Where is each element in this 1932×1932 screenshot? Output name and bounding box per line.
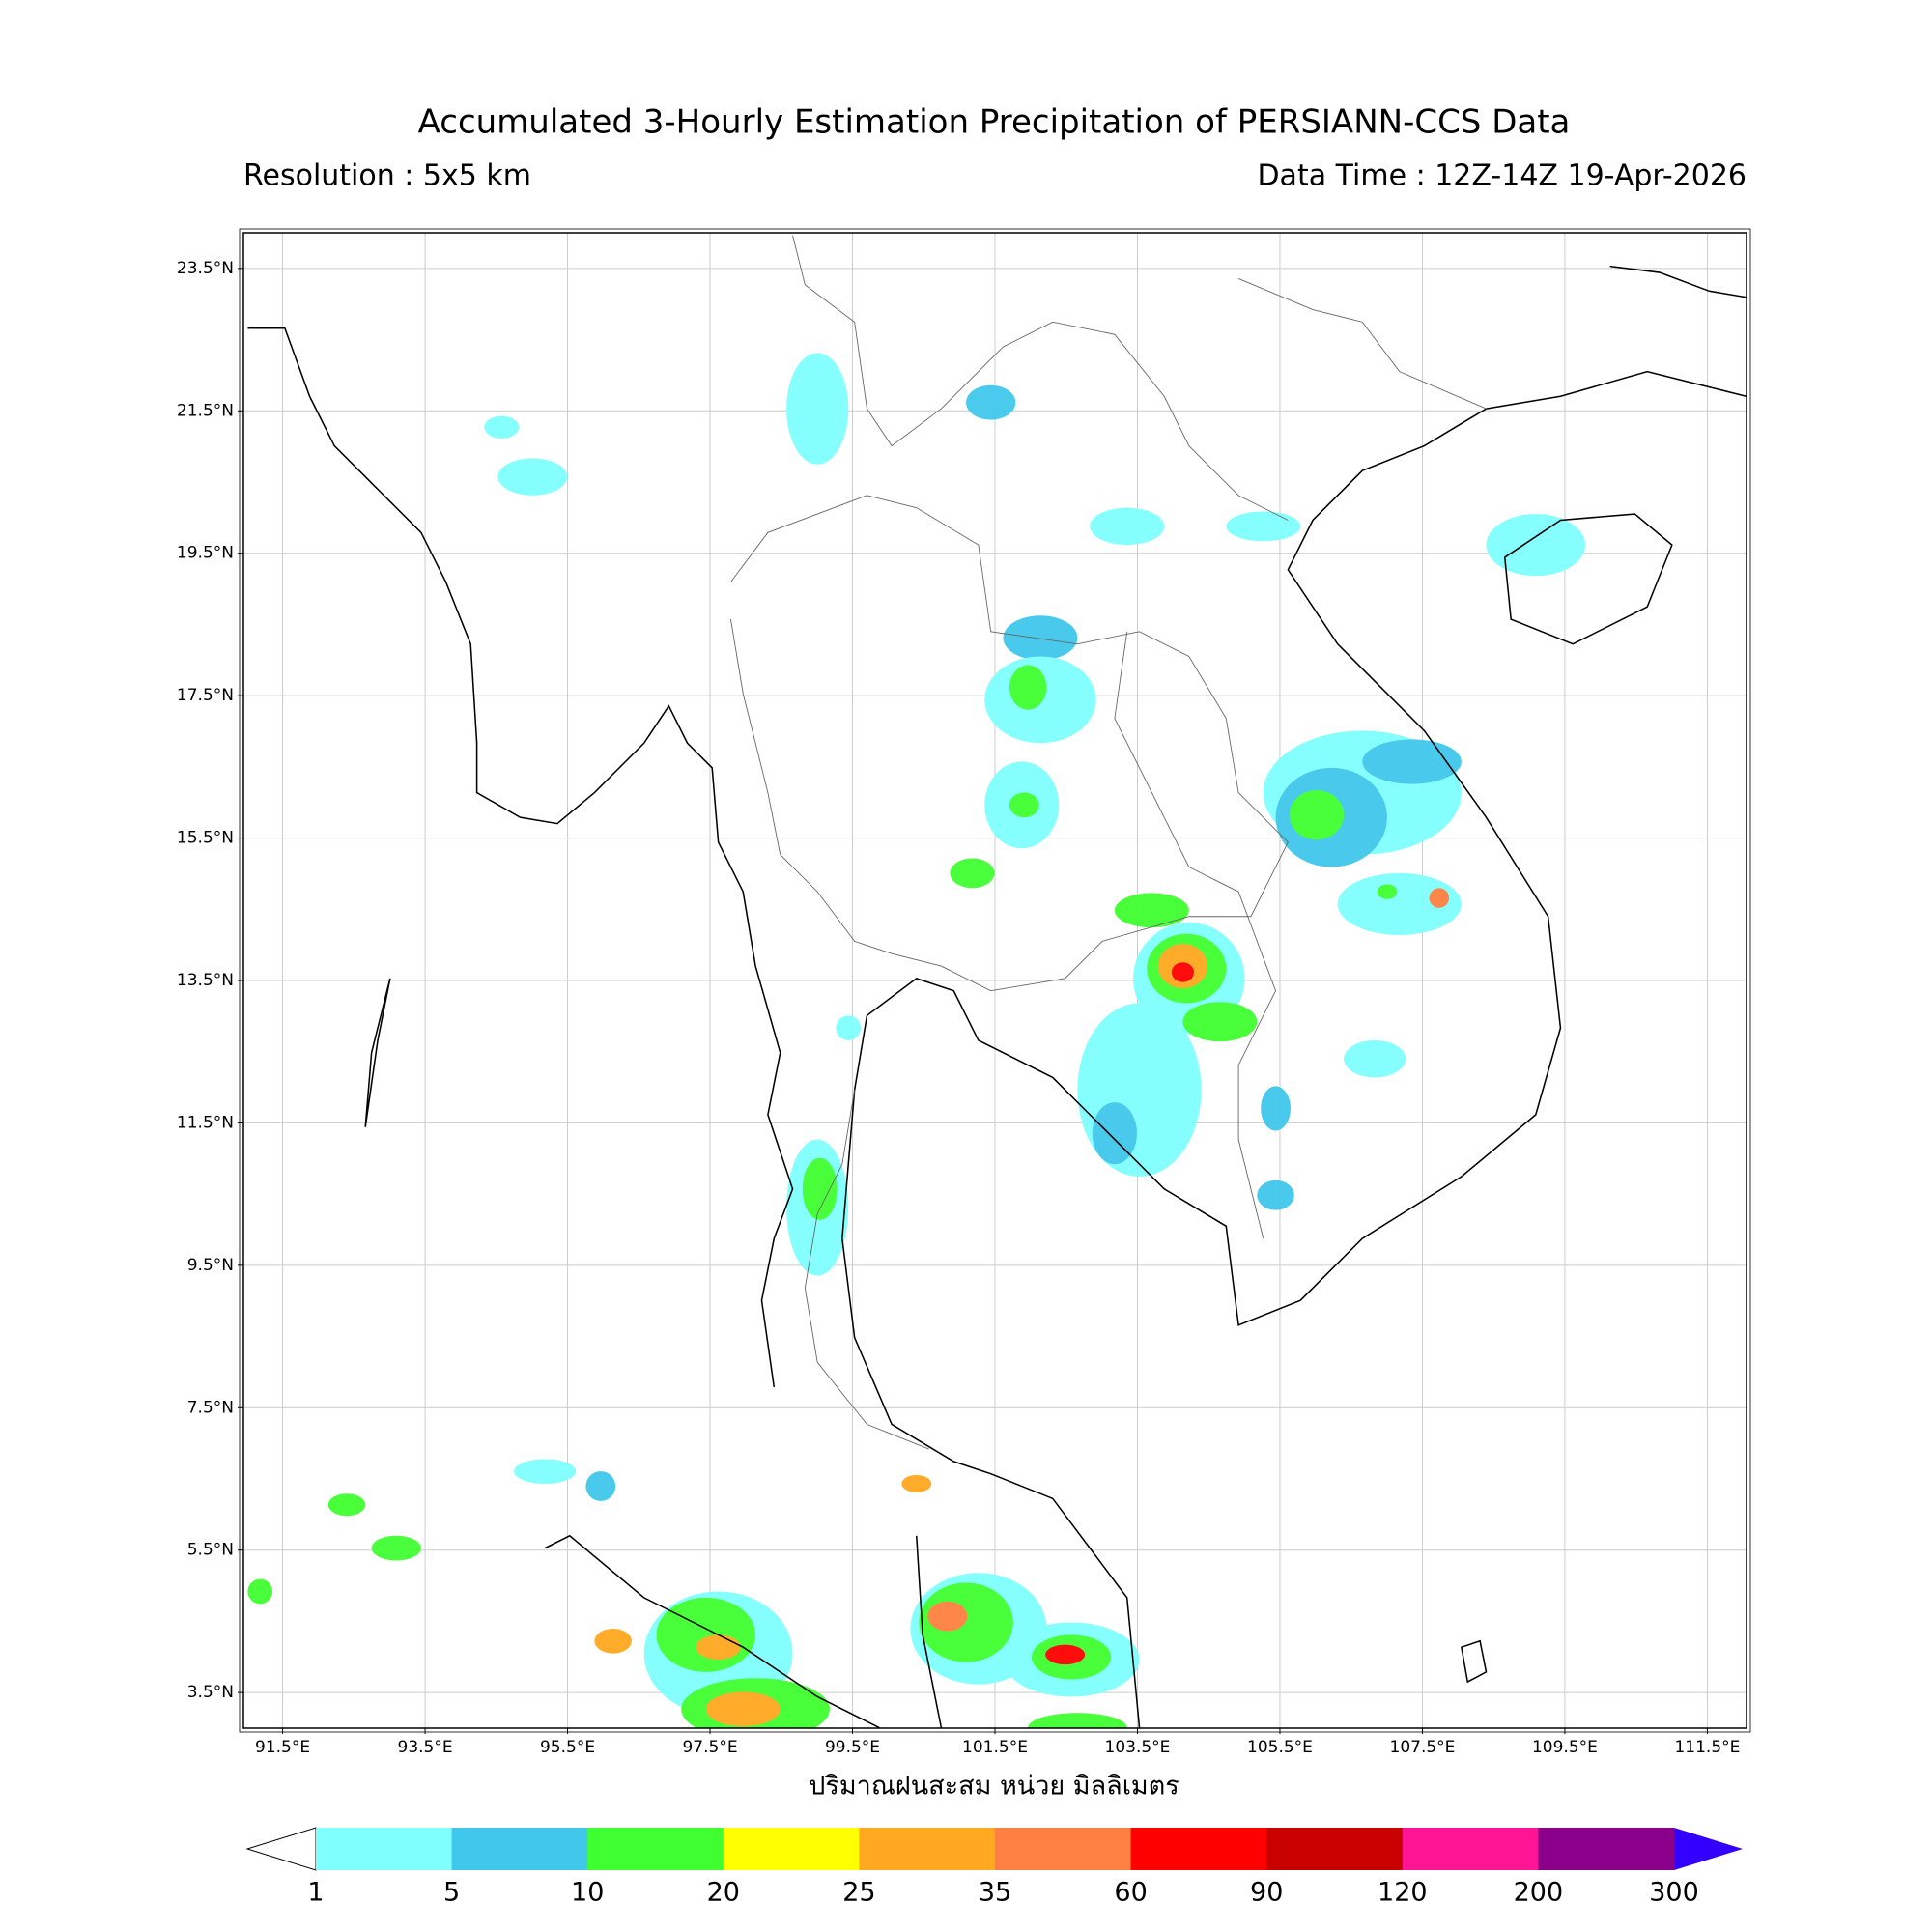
coastline [247, 265, 1747, 1728]
colorbar-tick-label: 20 [707, 1878, 740, 1908]
colorbar-segment [723, 1828, 860, 1870]
map-content [247, 235, 1747, 1728]
rain [247, 353, 1586, 1728]
colorbar: 1 5 10 20 25 35 60 90 120 200 300 [245, 1827, 1743, 1908]
map-layer [247, 235, 1747, 1728]
x-tick-label: 109.5°E [1532, 1738, 1598, 1757]
colorbar-tick-label: 35 [979, 1878, 1011, 1908]
x-tick-label: 101.5°E [962, 1738, 1028, 1757]
x-tick-label: 99.5°E [825, 1738, 880, 1757]
colorbar-tick-label: 10 [571, 1878, 604, 1908]
y-tick-label: 11.5°N [177, 1113, 234, 1132]
x-tick-label: 103.5°E [1105, 1738, 1171, 1757]
colorbar-tick-label: 200 [1514, 1878, 1564, 1908]
colorbar-over [1674, 1828, 1743, 1870]
ticks: 91.5°E 93.5°E 95.5°E 97.5°E 99.5°E 101.5°E 103… [177, 259, 1740, 1757]
y-tick-label: 3.5°N [187, 1683, 234, 1702]
data-time: Data Time : 12Z-14Z 19-Apr-2026 [1257, 159, 1747, 193]
colorbar-tick-label: 1 [307, 1878, 324, 1908]
y-tick-label: 19.5°N [177, 544, 234, 563]
colorbar-segment [451, 1828, 588, 1870]
resolution: Resolution : 5x5 km [243, 159, 531, 193]
colorbar-tick-label: 120 [1378, 1878, 1428, 1908]
colorbar-under [245, 1827, 317, 1871]
colorbar-segment [859, 1828, 996, 1870]
colorbar-segment [587, 1828, 724, 1870]
x-tick-label: 105.5°E [1247, 1738, 1313, 1757]
colorbar-segment [995, 1828, 1132, 1870]
x-tick-label: 93.5°E [398, 1738, 453, 1757]
colorbar-tick-label: 5 [443, 1878, 460, 1908]
y-tick-label: 23.5°N [177, 259, 234, 278]
y-tick-label: 15.5°N [177, 829, 234, 848]
colorbar-tick-label: 60 [1114, 1878, 1147, 1908]
colorbar-tick-label: 90 [1250, 1878, 1283, 1908]
y-tick-label: 17.5°N [177, 686, 234, 705]
colorbar-segment [316, 1828, 453, 1870]
grid [243, 233, 1747, 1728]
y-tick-label: 9.5°N [187, 1256, 234, 1275]
colorbar-tick-label: 300 [1649, 1878, 1699, 1908]
colorbar-segment [1130, 1828, 1267, 1870]
colorbar-segment [1402, 1828, 1539, 1870]
colorbar-segment [1266, 1828, 1404, 1870]
y-tick-label: 21.5°N [177, 401, 234, 420]
colorbar-segment [1538, 1828, 1675, 1870]
x-tick-label: 95.5°E [540, 1738, 595, 1757]
y-tick-label: 13.5°N [177, 971, 234, 990]
colorbar-label: ปริมาณฝนสะสม หน่วย มิลลิเมตร [809, 1772, 1179, 1802]
x-tick-label: 97.5°E [682, 1738, 737, 1757]
colorbar-tick-label: 25 [842, 1878, 875, 1908]
y-tick-label: 5.5°N [187, 1541, 234, 1560]
title: Accumulated 3-Hourly Estimation Precipit… [418, 103, 1571, 142]
y-tick-label: 7.5°N [187, 1398, 234, 1417]
x-tick-label: 91.5°E [255, 1738, 310, 1757]
borders [729, 235, 1487, 1450]
x-tick-label: 111.5°E [1674, 1738, 1740, 1757]
x-tick-label: 107.5°E [1390, 1738, 1456, 1757]
